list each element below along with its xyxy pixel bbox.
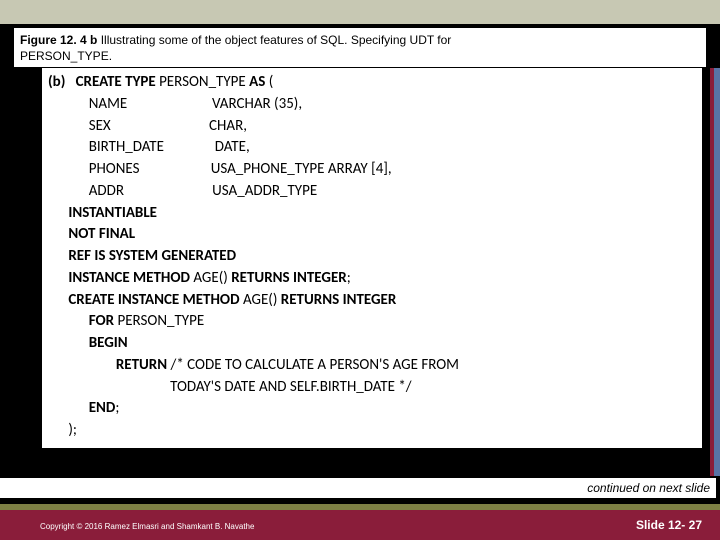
code-line: INSTANCE METHOD AGE() RETURNS INTEGER; (48, 268, 702, 290)
right-stripe-maroon (710, 68, 714, 476)
code-line: FOR PERSON_TYPE (48, 311, 702, 333)
code-block: (b) CREATE TYPE PERSON_TYPE AS ( NAME VA… (42, 68, 702, 448)
code-line: INSTANTIABLE (48, 203, 702, 225)
code-line: (b) CREATE TYPE PERSON_TYPE AS ( (48, 72, 702, 94)
code-line: BEGIN (48, 333, 702, 355)
figure-number: Figure 12. 4 b (20, 33, 97, 47)
code-line: ADDR USA_ADDR_TYPE (48, 181, 702, 203)
code-line: END; (48, 398, 702, 420)
figure-title: Illustrating some of the object features… (97, 33, 451, 47)
code-line: NAME VARCHAR (35), (48, 94, 702, 116)
code-line: PHONES USA_PHONE_TYPE ARRAY [4], (48, 159, 702, 181)
figure-subtitle: PERSON_TYPE. (20, 49, 112, 63)
copyright-text: Copyright © 2016 Ramez Elmasri and Shamk… (40, 522, 254, 531)
code-line: TODAY'S DATE AND SELF.BIRTH_DATE */ (48, 377, 702, 399)
top-band (0, 0, 720, 24)
code-line: RETURN /* CODE TO CALCULATE A PERSON'S A… (48, 355, 702, 377)
bottom-bar: Copyright © 2016 Ramez Elmasri and Shamk… (0, 510, 720, 540)
code-line: SEX CHAR, (48, 116, 702, 138)
slide-number: Slide 12- 27 (636, 518, 702, 532)
continued-label: continued on next slide (0, 478, 716, 498)
right-stripe-blue (714, 68, 720, 476)
code-line: ); (48, 420, 702, 442)
figure-caption: Figure 12. 4 b Illustrating some of the … (14, 28, 706, 67)
code-line: REF IS SYSTEM GENERATED (48, 246, 702, 268)
code-line: CREATE INSTANCE METHOD AGE() RETURNS INT… (48, 290, 702, 312)
code-line: NOT FINAL (48, 224, 702, 246)
code-line: BIRTH_DATE DATE, (48, 137, 702, 159)
